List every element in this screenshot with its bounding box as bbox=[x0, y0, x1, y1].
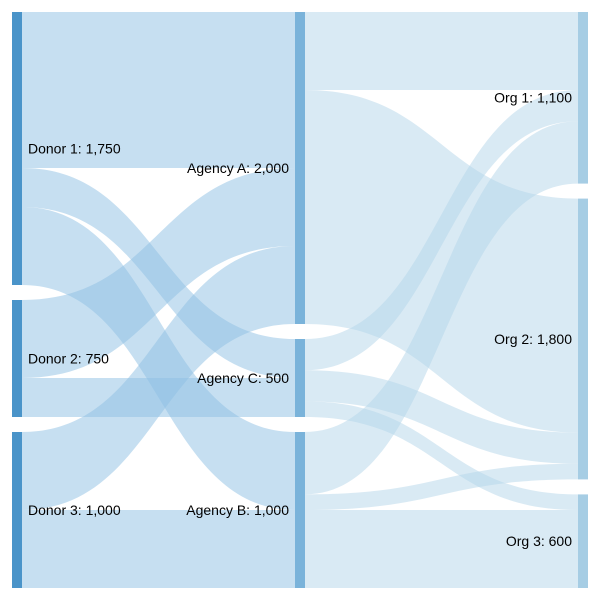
link-aB-o1 bbox=[305, 121, 578, 495]
node-label-aA: Agency A: 2,000 bbox=[187, 160, 289, 176]
link-aC-o3 bbox=[305, 401, 578, 510]
link-aB-o2 bbox=[305, 463, 578, 510]
link-d1-aA bbox=[22, 12, 295, 168]
link-aB-o3 bbox=[305, 510, 578, 588]
link-aA-o2 bbox=[305, 90, 578, 433]
node-o1 bbox=[578, 12, 588, 184]
labels-layer: Donor 1: 1,750 Donor 2: 750 Donor 3: 1,000… bbox=[28, 90, 572, 549]
node-label-aB: Agency B: 1,000 bbox=[186, 502, 289, 518]
node-label-aC: Agency C: 500 bbox=[197, 370, 289, 386]
node-aC bbox=[295, 339, 305, 417]
node-label-o2: Org 2: 1,800 bbox=[494, 331, 572, 347]
node-aA bbox=[295, 12, 305, 324]
node-o3 bbox=[578, 494, 588, 588]
node-label-d1: Donor 1: 1,750 bbox=[28, 140, 121, 156]
node-label-d3: Donor 3: 1,000 bbox=[28, 502, 121, 518]
node-o2 bbox=[578, 198, 588, 480]
link-aC-o2 bbox=[305, 370, 578, 464]
node-d1 bbox=[12, 12, 22, 285]
node-label-o3: Org 3: 600 bbox=[506, 533, 572, 549]
node-label-d2: Donor 2: 750 bbox=[28, 350, 109, 366]
link-d2-aA bbox=[22, 168, 295, 378]
node-aB bbox=[295, 432, 305, 588]
nodes-layer bbox=[12, 12, 588, 588]
link-d3-aB bbox=[22, 510, 295, 588]
link-aA-o1 bbox=[305, 12, 578, 90]
link-aC-o1 bbox=[305, 90, 578, 371]
links-layer bbox=[22, 12, 578, 588]
node-label-o1: Org 1: 1,100 bbox=[494, 90, 572, 106]
link-d3-aA bbox=[22, 246, 295, 510]
node-d3 bbox=[12, 432, 22, 588]
node-d2 bbox=[12, 300, 22, 417]
